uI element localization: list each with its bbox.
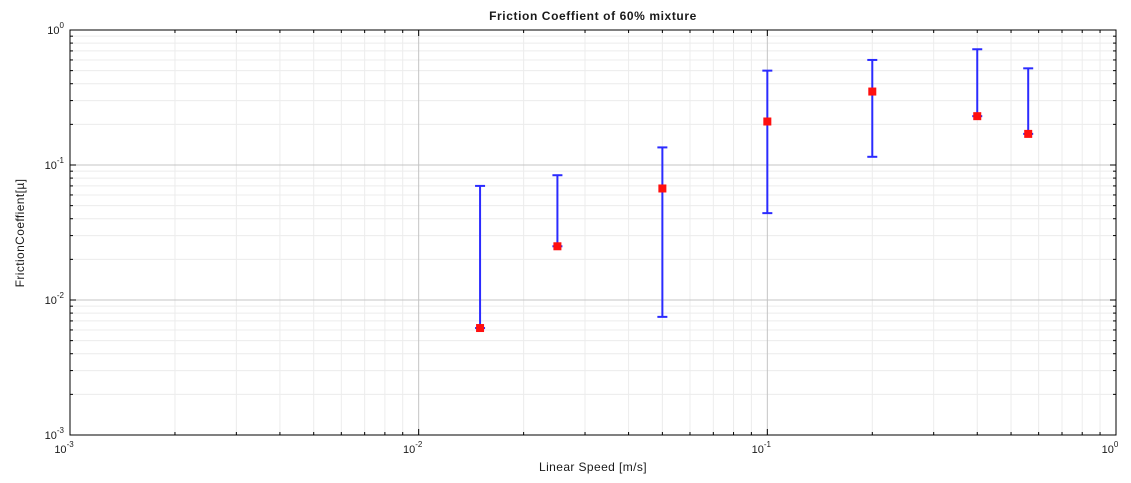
plot-frame — [69, 29, 1117, 436]
data-point — [973, 112, 982, 121]
error-bar — [657, 146, 668, 318]
x-tick-label: 100 — [1102, 440, 1119, 456]
x-tick-labels: 10-3 10-2 10-1 100 — [54, 440, 1119, 456]
x-tick-exponent: -3 — [67, 440, 75, 449]
chart-title: Friction Coeffient of 60% mixture — [489, 9, 697, 23]
y-tick-base: 10 — [45, 160, 57, 172]
x-axis-label: Linear Speed [m/s] — [539, 460, 647, 474]
x-tick-base: 10 — [752, 444, 764, 456]
y-tick-exponent: -3 — [57, 426, 65, 435]
x-tick-base: 10 — [403, 444, 415, 456]
x-tick-exponent: -1 — [764, 440, 772, 449]
error-bar — [762, 69, 773, 215]
data-point — [658, 184, 667, 193]
x-tick-base: 10 — [1102, 444, 1114, 456]
y-tick-base: 10 — [47, 25, 59, 37]
x-tick-base: 10 — [54, 444, 66, 456]
data-point — [1024, 129, 1033, 138]
data-point — [476, 324, 485, 333]
data-point — [868, 87, 877, 96]
x-tick-exponent: -2 — [415, 440, 423, 449]
y-tick-label: 10-1 — [45, 156, 65, 172]
data-point — [763, 117, 772, 126]
y-tick-label: 10-2 — [45, 291, 65, 307]
y-axis-label: FrictionCoeffient[µ] — [13, 179, 27, 288]
minor-grid — [70, 30, 1116, 435]
x-tick-exponent: 0 — [1114, 440, 1119, 449]
y-tick-label: 100 — [47, 21, 64, 37]
x-tick-label: 10-3 — [54, 440, 74, 456]
axis-ticks — [69, 29, 1117, 436]
y-tick-exponent: -2 — [57, 291, 65, 300]
y-tick-exponent: -1 — [57, 156, 65, 165]
x-tick-label: 10-2 — [403, 440, 423, 456]
data-point — [553, 242, 562, 251]
y-tick-base: 10 — [45, 295, 57, 307]
y-tick-base: 10 — [45, 430, 57, 442]
x-tick-label: 10-1 — [752, 440, 772, 456]
data-markers — [476, 87, 1033, 333]
y-tick-label: 10-3 — [45, 426, 65, 442]
error-bar — [867, 58, 878, 158]
y-tick-exponent: 0 — [60, 21, 65, 30]
